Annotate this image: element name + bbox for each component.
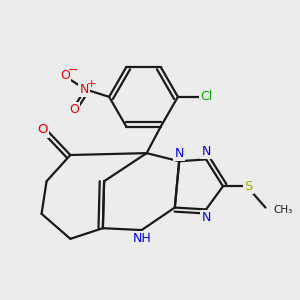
Text: N: N <box>80 83 89 96</box>
Text: O: O <box>60 69 70 82</box>
Text: −: − <box>68 64 78 77</box>
Text: N: N <box>175 147 184 160</box>
Text: +: + <box>87 79 96 89</box>
Text: NH: NH <box>132 232 151 245</box>
Text: N: N <box>201 145 211 158</box>
Text: O: O <box>38 124 48 136</box>
Text: Cl: Cl <box>200 90 212 103</box>
Text: O: O <box>69 103 79 116</box>
Text: S: S <box>244 180 253 193</box>
Text: N: N <box>201 211 211 224</box>
Text: CH₃: CH₃ <box>273 205 292 215</box>
